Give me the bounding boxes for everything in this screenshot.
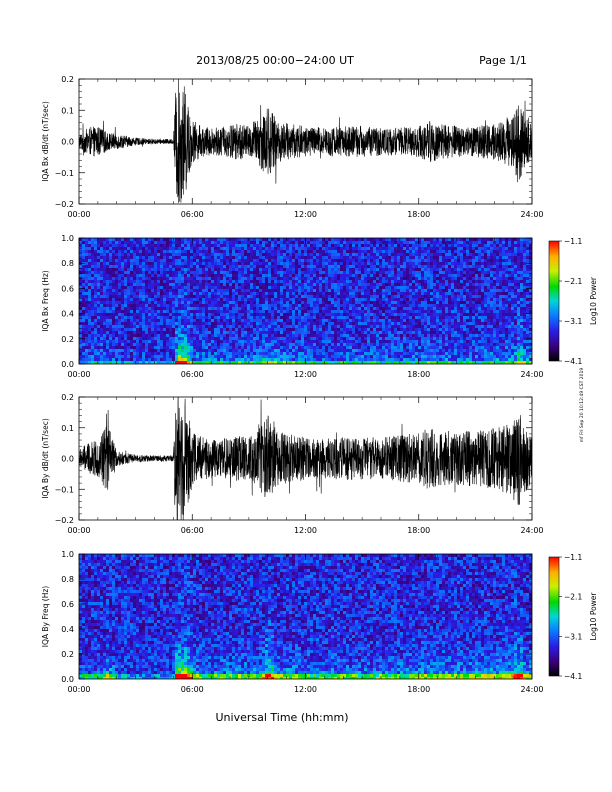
x-tick-label: 06:00 — [181, 685, 204, 694]
y-tick-label: 0.8 — [61, 575, 74, 584]
x-tick-label: 18:00 — [407, 685, 430, 694]
x-tick-label: 12:00 — [294, 370, 317, 379]
x-tick-label: 18:00 — [407, 370, 430, 379]
y-axis-label: IQA By dB/dt (nT/sec) — [41, 418, 50, 499]
y-tick-label: 0.6 — [61, 600, 74, 609]
x-tick-label: 00:00 — [67, 685, 90, 694]
x-tick-label: 24:00 — [520, 685, 543, 694]
colorbar-tick-label: −2.1 — [564, 593, 582, 602]
y-tick-label: 1.0 — [61, 234, 74, 243]
colorbar-label: Log10 Power — [589, 592, 598, 641]
colorbar-tick-label: −1.1 — [564, 237, 582, 246]
y-tick-label: 0.2 — [61, 75, 74, 84]
colorbar-tick-label: −2.1 — [564, 277, 582, 286]
x-tick-label: 00:00 — [67, 370, 90, 379]
bx-dbdt-panel: 00:00 06:00 12:00 18:00 24:00 −0.2 −0.1 0.0 0.1 0… — [41, 75, 544, 219]
bx-spectrogram-panel: 00:00 06:00 12:00 18:00 24:00 0.0 0.2 0.4 0.6 0.8… — [41, 234, 598, 379]
x-tick-label: 06:00 — [181, 210, 204, 219]
by-spectrogram-panel: 00:00 06:00 12:00 18:00 24:00 0.0 0.2 0.4 0.6 0.8… — [41, 550, 598, 694]
x-tick-label: 24:00 — [520, 210, 543, 219]
y-tick-label: 0.0 — [61, 455, 74, 464]
x-tick-label: 06:00 — [181, 526, 204, 535]
page-title: 2013/08/25 00:00−24:00 UT — [196, 54, 354, 67]
colorbar-tick-label: −4.1 — [564, 672, 582, 681]
y-tick-label: 1.0 — [61, 550, 74, 559]
y-tick-label: 0.2 — [61, 650, 74, 659]
y-tick-label: 0.1 — [61, 106, 74, 115]
y-tick-label: 0.6 — [61, 284, 74, 293]
y-tick-label: −0.1 — [55, 169, 74, 178]
x-tick-label: 12:00 — [294, 210, 317, 219]
y-tick-label: 0.0 — [61, 360, 74, 369]
y-axis-label: IQA Bx Freq (Hz) — [41, 270, 50, 332]
y-tick-label: −0.2 — [55, 200, 74, 209]
y-axis-label: IQA Bx dB/dt (nT/sec) — [41, 101, 50, 182]
series-line — [79, 79, 532, 203]
colorbar — [548, 240, 560, 362]
y-tick-label: 0.4 — [61, 625, 74, 634]
y-tick-label: 0.0 — [61, 138, 74, 147]
x-tick-label: 12:00 — [294, 685, 317, 694]
spectrogram-image — [79, 238, 532, 364]
y-tick-label: 0.0 — [61, 675, 74, 684]
colorbar — [548, 556, 560, 677]
page-number: Page 1/1 — [479, 54, 527, 67]
y-axis-label: IQA By Freq (Hz) — [41, 586, 50, 648]
colorbar-label: Log10 Power — [589, 276, 598, 325]
x-tick-label: 18:00 — [407, 210, 430, 219]
x-tick-label: 00:00 — [67, 210, 90, 219]
x-tick-label: 00:00 — [67, 526, 90, 535]
y-tick-label: 0.2 — [61, 335, 74, 344]
x-tick-label: 24:00 — [520, 370, 543, 379]
colorbar-tick-label: −1.1 — [564, 553, 582, 562]
y-tick-label: 0.1 — [61, 424, 74, 433]
x-tick-label: 24:00 — [520, 526, 543, 535]
y-tick-label: −0.1 — [55, 485, 74, 494]
colorbar-tick-label: −3.1 — [564, 317, 582, 326]
side-note: mf Fri Sep 20 10:12:49 CST 2019 — [579, 368, 585, 443]
colorbar-tick-label: −3.1 — [564, 632, 582, 641]
by-dbdt-panel: 00:00 06:00 12:00 18:00 24:00 −0.2 −0.1 0.0 0.1 0… — [41, 393, 544, 535]
y-tick-label: 0.2 — [61, 393, 74, 402]
x-axis-label: Universal Time (hh:mm) — [216, 711, 349, 724]
y-tick-label: 0.4 — [61, 310, 74, 319]
x-tick-label: 18:00 — [407, 526, 430, 535]
series-line — [79, 397, 532, 520]
y-tick-label: 0.8 — [61, 259, 74, 268]
colorbar-tick-label: −4.1 — [564, 357, 582, 366]
spectrogram-image — [79, 554, 532, 679]
y-tick-label: −0.2 — [55, 516, 74, 525]
x-tick-label: 06:00 — [181, 370, 204, 379]
x-tick-label: 12:00 — [294, 526, 317, 535]
